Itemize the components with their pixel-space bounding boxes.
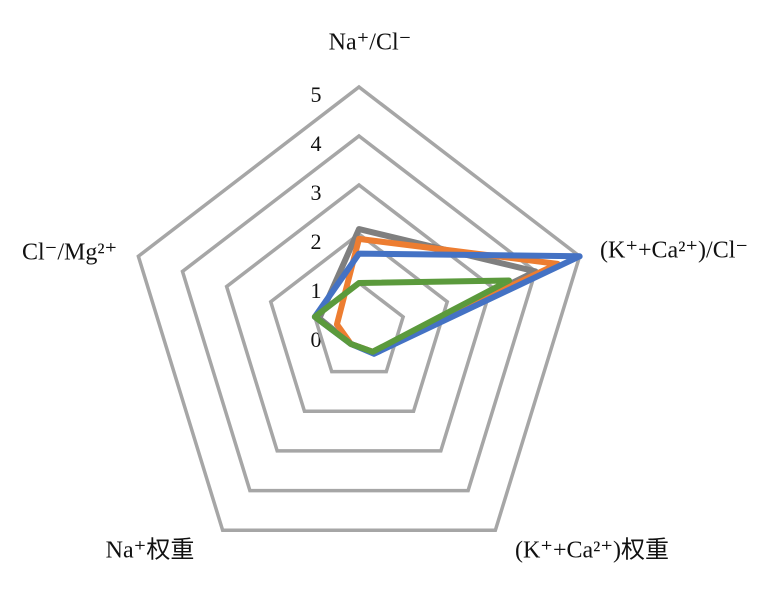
axis-label: Na⁺权重 (106, 537, 195, 564)
grid-ring (224, 182, 494, 453)
grid-ring (180, 133, 538, 493)
axis-label: Na⁺/Cl⁻ (329, 30, 412, 56)
series-line (311, 277, 513, 355)
grid-ring (268, 231, 450, 414)
r-tick-label: 4 (311, 131, 322, 156)
grid-ring (136, 84, 582, 532)
axis-label: (K⁺+Ca²⁺)/Cl⁻ (600, 238, 748, 264)
r-tick-label: 1 (311, 278, 322, 303)
axis-label: Cl⁻/Mg²⁺ (22, 240, 117, 266)
r-tick-label: 5 (311, 82, 322, 107)
r-tick-label: 2 (311, 229, 322, 254)
r-tick-label: 0 (311, 327, 322, 352)
axis-label: (K⁺+Ca²⁺)权重 (515, 537, 669, 564)
r-tick-label: 3 (311, 180, 322, 205)
